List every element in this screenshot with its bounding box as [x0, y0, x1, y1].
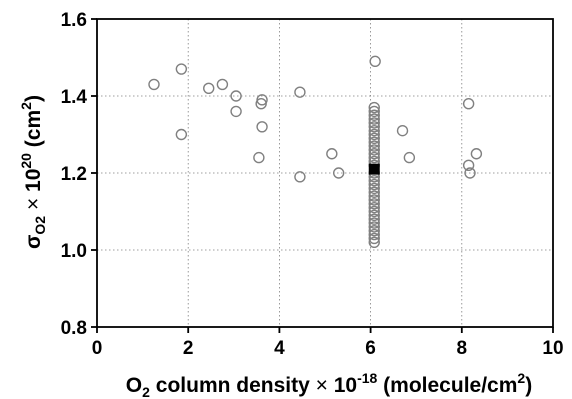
data-point — [368, 148, 380, 160]
y-tick-label: 1.4 — [61, 87, 88, 108]
data-point — [294, 171, 306, 183]
data-point — [368, 182, 380, 195]
data-point — [368, 136, 380, 148]
x-tick-label: 2 — [183, 338, 194, 359]
axis-ticks: 0 2 4 6 8 10 0.8 1.0 1.2 1.4 1.6 — [61, 10, 564, 359]
data-point — [368, 113, 380, 125]
x-tick-label: 4 — [274, 338, 285, 359]
data-point — [216, 78, 229, 91]
data-point — [230, 90, 242, 102]
y-tick-label: 0.8 — [61, 318, 87, 339]
x-tick-label: 0 — [92, 338, 103, 359]
x-tick-label: 10 — [542, 338, 563, 359]
data-point — [148, 78, 160, 91]
data-point — [368, 132, 380, 145]
data-point — [368, 105, 380, 118]
data-point — [368, 117, 380, 129]
data-point — [368, 236, 380, 249]
data-point — [368, 190, 380, 202]
data-point — [294, 86, 306, 98]
data-point — [253, 151, 265, 164]
data-point — [368, 140, 380, 152]
data-point — [175, 63, 188, 75]
data-point — [256, 121, 268, 133]
data-point — [332, 167, 345, 179]
data-point — [462, 97, 475, 110]
data-point — [203, 82, 215, 95]
data-point — [368, 174, 380, 187]
grid-lines — [97, 19, 553, 327]
data-point — [175, 128, 188, 141]
data-point — [368, 124, 380, 137]
data-point — [368, 151, 380, 164]
data-point — [326, 148, 338, 160]
data-point — [464, 167, 476, 179]
data-point — [368, 121, 380, 133]
data-point — [470, 148, 483, 160]
data-point — [462, 159, 475, 172]
data-point — [368, 232, 380, 245]
x-tick-label: 6 — [365, 338, 376, 359]
data-point — [368, 213, 380, 225]
data-point — [403, 151, 416, 164]
data-point — [396, 124, 409, 137]
data-point — [256, 94, 268, 106]
y-tick-label: 1.0 — [61, 241, 87, 262]
data-point — [368, 194, 380, 206]
y-tick-label: 1.2 — [61, 164, 87, 185]
data-point — [368, 209, 380, 222]
data-point — [368, 178, 380, 191]
data-point — [368, 205, 380, 218]
x-axis-label: O2 column density × 10-18 (molecule/cm2) — [126, 370, 532, 399]
data-point — [368, 109, 380, 121]
data-point — [368, 101, 380, 114]
data-point — [368, 225, 380, 237]
y-axis-label: σO2 × 1020 (cm2) — [18, 95, 48, 249]
data-points — [148, 55, 483, 249]
data-point — [368, 217, 380, 229]
x-tick-label: 8 — [457, 338, 468, 359]
data-point — [369, 55, 381, 68]
data-point — [368, 221, 380, 233]
data-point — [368, 198, 380, 210]
data-point — [230, 105, 242, 118]
data-point — [368, 201, 380, 214]
data-point — [368, 228, 380, 241]
data-point — [368, 144, 380, 156]
y-tick-label: 1.6 — [61, 10, 87, 31]
data-point — [368, 186, 380, 198]
data-point-mean — [368, 163, 380, 175]
data-point — [368, 128, 380, 141]
